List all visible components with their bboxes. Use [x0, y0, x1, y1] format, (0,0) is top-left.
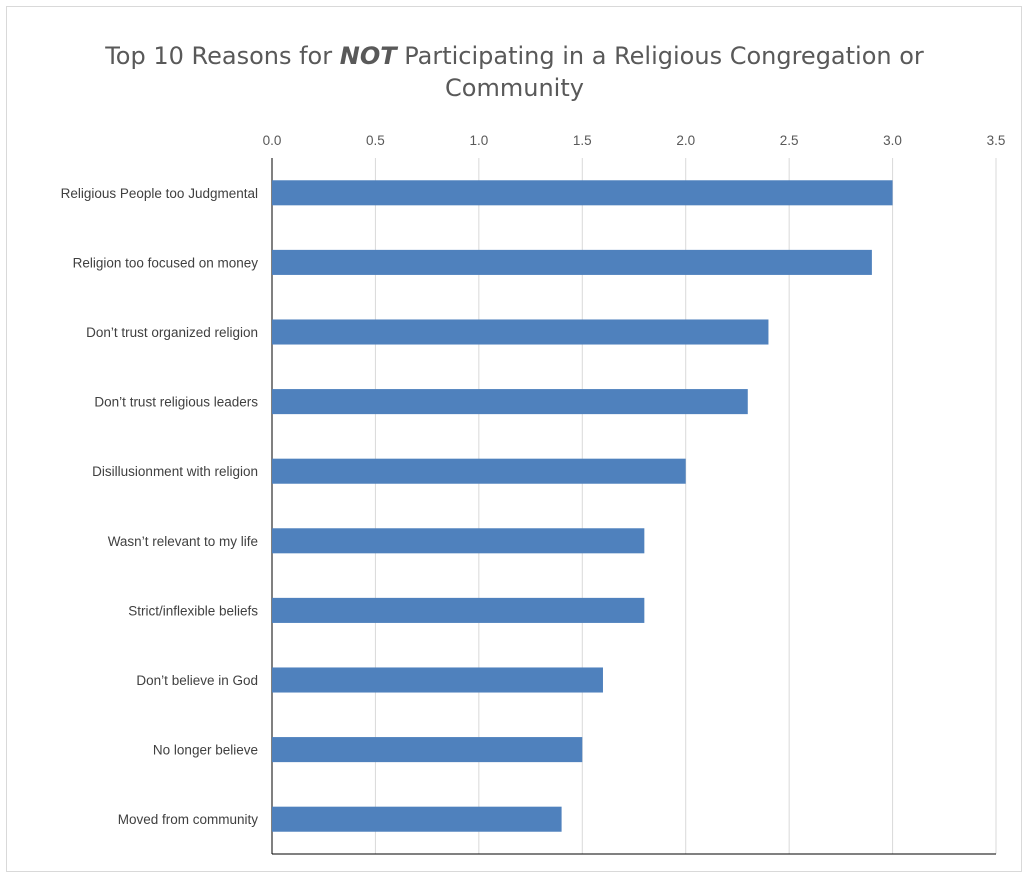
category-label: Disillusionment with religion [92, 464, 258, 479]
chart-title-part-3: Community [445, 74, 584, 102]
x-tick-label: 3.5 [987, 133, 1006, 148]
bar [272, 458, 686, 484]
x-tick-label: 0.0 [263, 133, 282, 148]
x-tick-label: 2.0 [676, 133, 695, 148]
x-tick-label: 1.5 [573, 133, 592, 148]
chart-title-part-2: Participating in a Religious Congregatio… [396, 42, 924, 70]
bar [272, 737, 583, 763]
chart-title-part-1: Top 10 Reasons for [105, 42, 340, 70]
category-label: Religious People too Judgmental [61, 186, 258, 201]
x-tick-label: 0.5 [366, 133, 385, 148]
bar [272, 528, 645, 554]
category-label: Don’t trust organized religion [86, 325, 258, 340]
bar [272, 249, 872, 275]
chart-title-emphasis: NOT [339, 42, 397, 70]
category-label: Moved from community [118, 812, 259, 827]
x-tick-label: 3.0 [883, 133, 902, 148]
category-label: Wasn’t relevant to my life [108, 534, 258, 549]
category-label: Religion too focused on money [73, 255, 259, 270]
chart-title: Top 10 Reasons for NOT Participating in … [0, 40, 1029, 104]
category-label: Don’t believe in God [136, 673, 258, 688]
bar [272, 806, 562, 832]
bar [272, 389, 748, 415]
bar [272, 180, 893, 206]
category-label: Strict/inflexible beliefs [128, 603, 258, 618]
category-label: No longer believe [153, 743, 258, 758]
x-tick-label: 2.5 [780, 133, 799, 148]
category-label: Don’t trust religious leaders [94, 395, 258, 410]
bar [272, 319, 769, 345]
bar [272, 597, 645, 623]
x-tick-label: 1.0 [469, 133, 488, 148]
chart-frame [6, 6, 1022, 872]
bar [272, 667, 603, 693]
